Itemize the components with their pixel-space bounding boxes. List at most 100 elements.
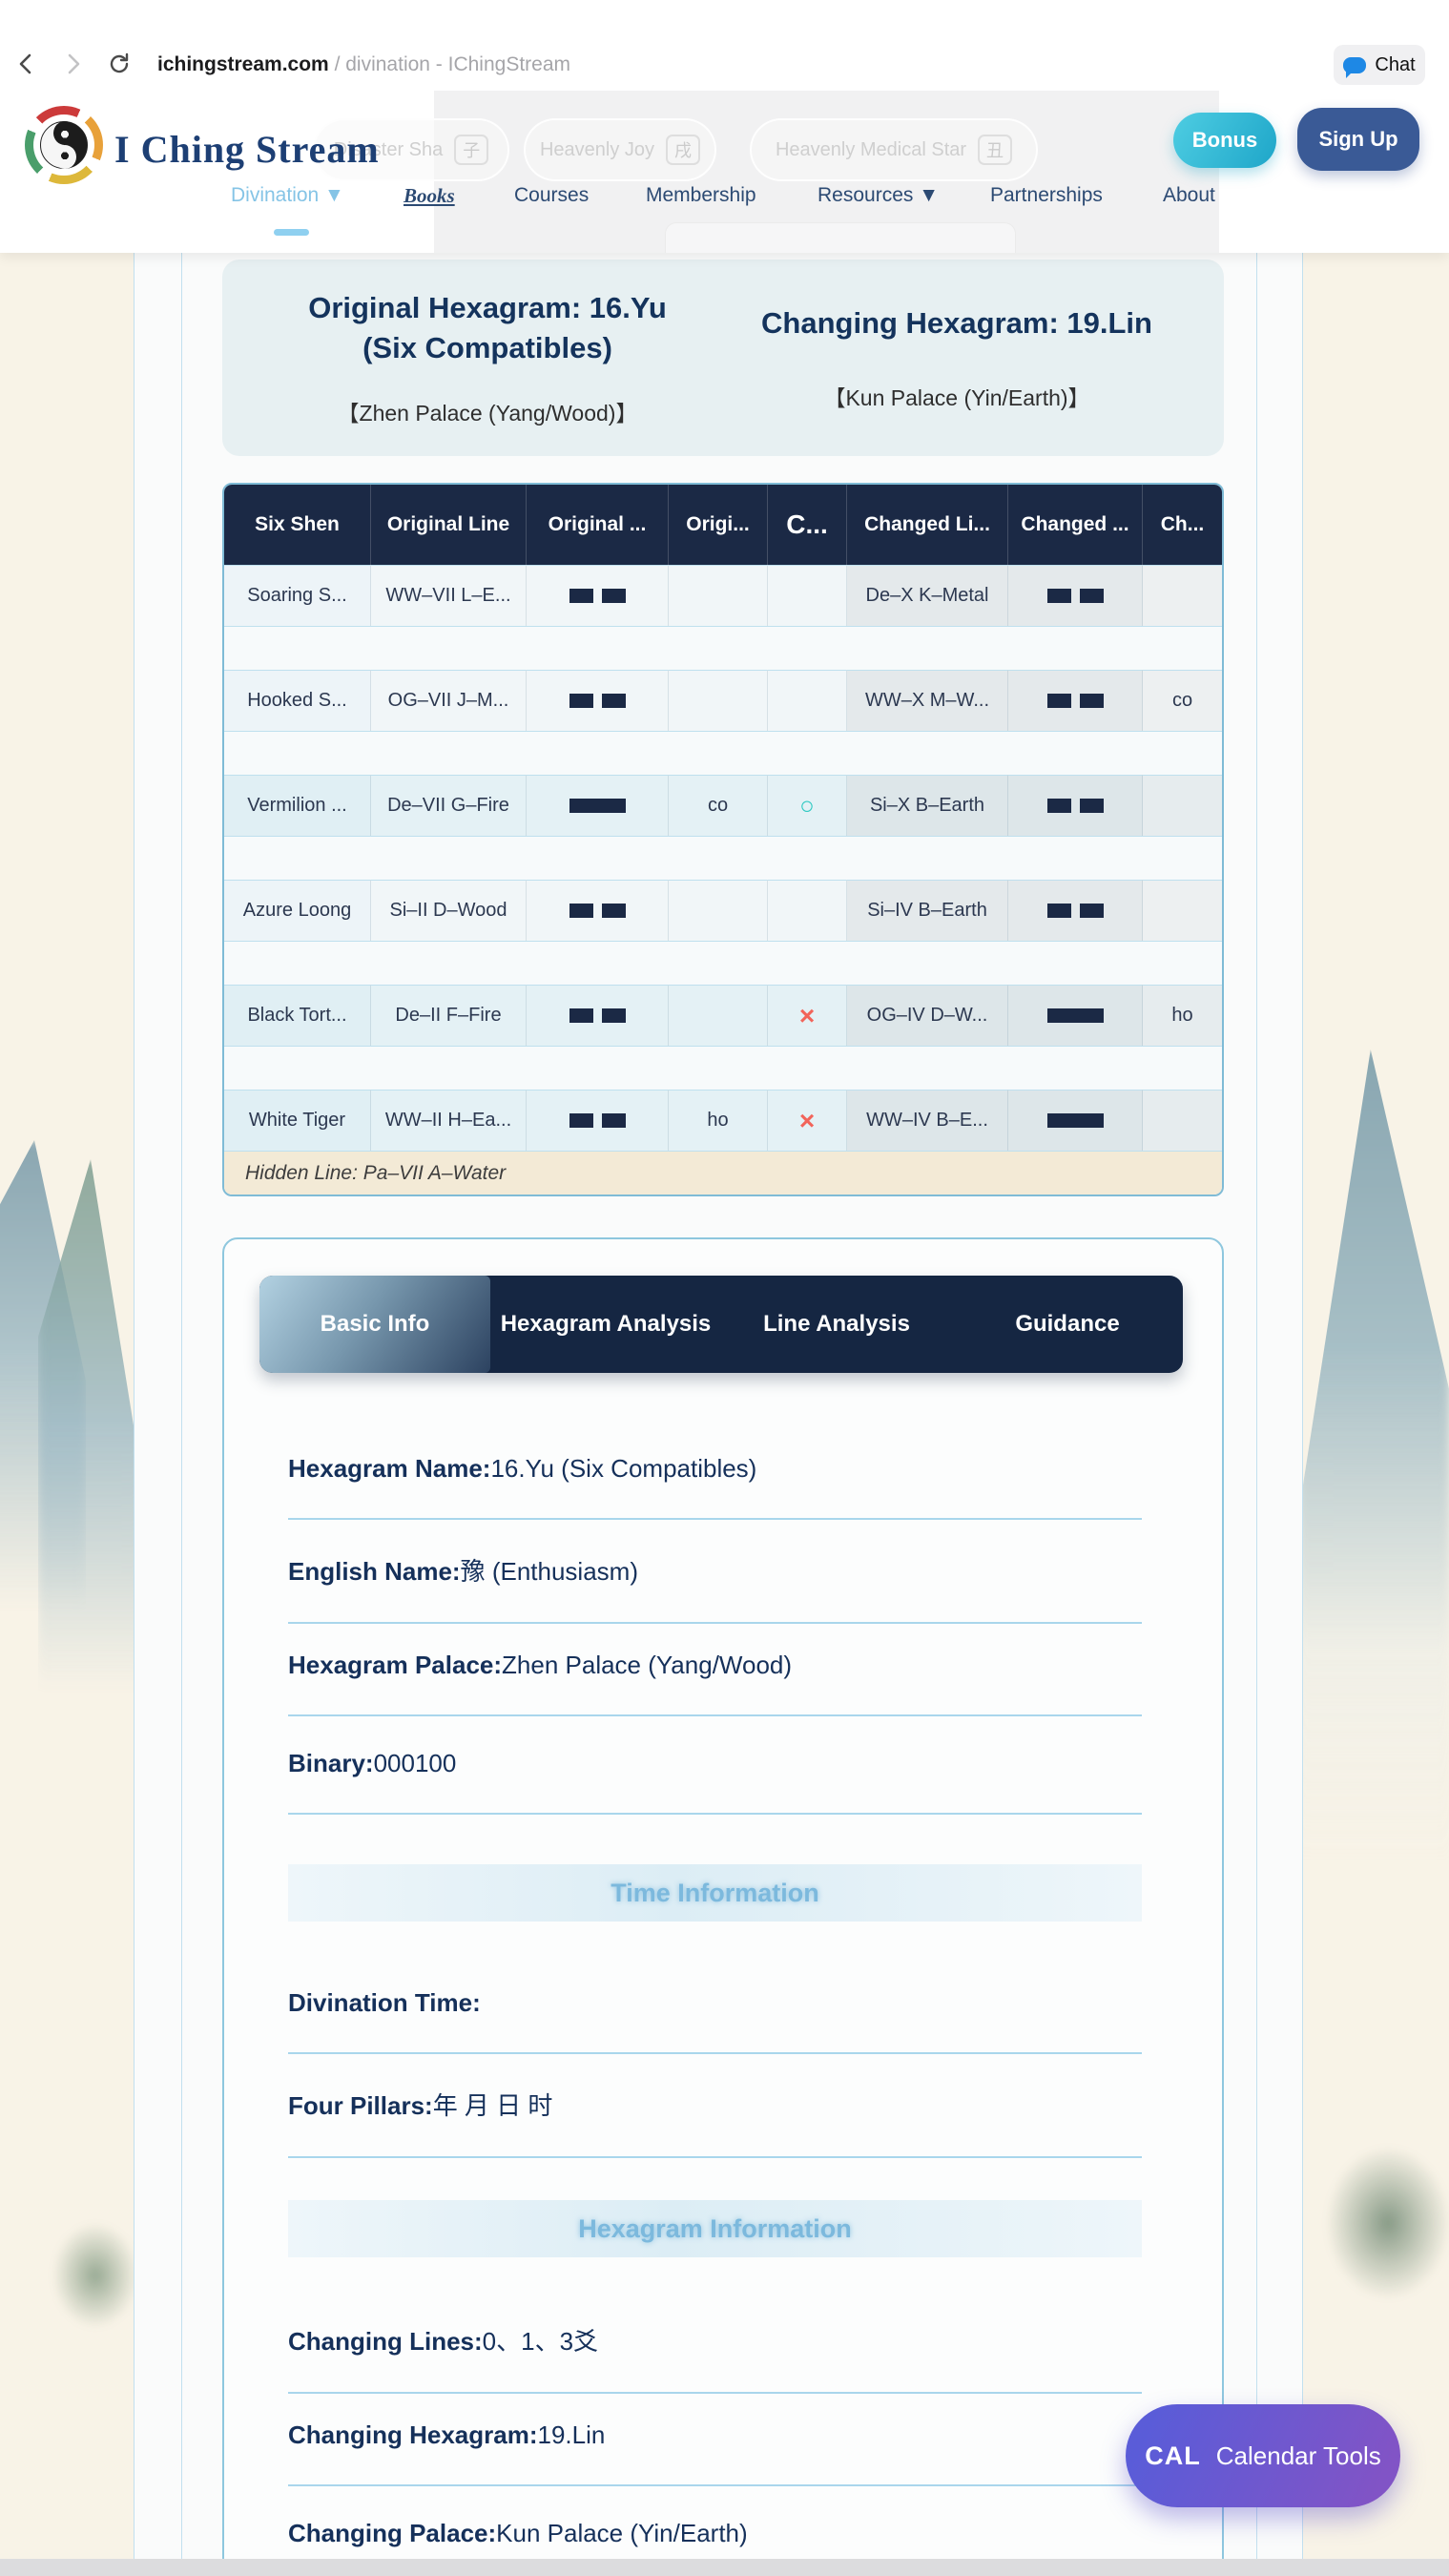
hexagram-summary-card: Original Hexagram: 16.Yu (Six Compatible… bbox=[222, 260, 1224, 456]
hexagram-line-icon bbox=[1047, 694, 1104, 708]
calendar-tools-button[interactable]: CAL Calendar Tools bbox=[1126, 2404, 1400, 2507]
yinyang-icon bbox=[33, 114, 94, 176]
nav-resources[interactable]: Resources ▼ bbox=[818, 184, 939, 206]
original-line-cell: OG–VII J–M... bbox=[371, 670, 527, 731]
changed-line-cell: WW–X M–W... bbox=[847, 670, 1008, 731]
changed-line-symbol-cell bbox=[1008, 670, 1143, 731]
hexagram-line-icon bbox=[1047, 1113, 1104, 1128]
six-shen-cell: Soaring S... bbox=[224, 565, 371, 626]
ghost-pill-disaster-sha: Disaster Sha 子 bbox=[313, 118, 509, 181]
original-line-cell: WW–VII L–E... bbox=[371, 565, 527, 626]
original-mark-cell bbox=[669, 565, 768, 626]
address-bar[interactable]: ichingstream.com / divination - IChingSt… bbox=[157, 53, 570, 76]
tree-art-right bbox=[1326, 2147, 1449, 2299]
back-icon[interactable] bbox=[13, 52, 38, 76]
hexagram-line-icon bbox=[569, 589, 626, 603]
change-mark-cell bbox=[768, 670, 847, 731]
brand-title[interactable]: I Ching Stream bbox=[114, 128, 380, 171]
calendar-icon: CAL bbox=[1145, 2441, 1201, 2470]
original-mark-cell: co bbox=[669, 775, 768, 836]
change-mark-cell: × bbox=[768, 985, 847, 1046]
ghost-pill-label: Disaster Sha bbox=[333, 138, 444, 160]
tab-guidance[interactable]: Guidance bbox=[1015, 1311, 1120, 1338]
changed-line-cell: Si–IV B–Earth bbox=[847, 880, 1008, 941]
table-spacer-row bbox=[224, 836, 1222, 880]
url-host: ichingstream.com bbox=[157, 53, 329, 75]
ghost-pill-label: Heavenly Medical Star bbox=[775, 138, 967, 160]
tab-hexagram-analysis[interactable]: Hexagram Analysis bbox=[500, 1311, 712, 1338]
table-spacer-row bbox=[224, 731, 1222, 775]
field-hexagram-palace: Hexagram Palace:Zhen Palace (Yang/Wood) bbox=[288, 1651, 1142, 1716]
nav-about[interactable]: About bbox=[1163, 184, 1215, 206]
nav-active-underline bbox=[274, 229, 309, 236]
signup-button[interactable]: Sign Up bbox=[1297, 108, 1419, 171]
changed-mark-cell bbox=[1143, 565, 1222, 626]
section-title-time-information: Time Information bbox=[288, 1864, 1142, 1922]
col-header-six-shen: Six Shen bbox=[224, 485, 371, 565]
chat-button[interactable]: Chat bbox=[1334, 45, 1425, 85]
hexagram-line-icon bbox=[569, 694, 626, 708]
hexagram-line-icon bbox=[569, 799, 626, 813]
field-changing-lines: Changing Lines:0、1、3爻 bbox=[288, 2322, 1142, 2394]
nav-membership[interactable]: Membership bbox=[646, 184, 756, 206]
section-title-hexagram-information: Hexagram Information bbox=[288, 2200, 1142, 2257]
tab-basic-info[interactable]: Basic Info bbox=[259, 1276, 490, 1373]
changed-line-cell: De–X K–Metal bbox=[847, 565, 1008, 626]
changed-line-symbol-cell bbox=[1008, 1090, 1143, 1151]
hexagram-line-icon bbox=[1047, 799, 1104, 813]
calendar-tools-label: Calendar Tools bbox=[1215, 2441, 1381, 2470]
changing-line-cross-icon: × bbox=[798, 1105, 816, 1135]
changing-hexagram-block: Changing Hexagram: 19.Lin 【Kun Palace (Y… bbox=[728, 260, 1186, 456]
panel-border-line bbox=[134, 253, 135, 2576]
tab-line-analysis[interactable]: Line Analysis bbox=[763, 1311, 910, 1338]
table-spacer-row bbox=[224, 941, 1222, 985]
original-line-cell: WW–II H–Ea... bbox=[371, 1090, 527, 1151]
changed-line-symbol-cell bbox=[1008, 565, 1143, 626]
original-line-symbol-cell bbox=[527, 670, 669, 731]
six-shen-cell: Vermilion ... bbox=[224, 775, 371, 836]
hexagram-line-icon bbox=[569, 904, 626, 918]
nav-divination[interactable]: Divination ▼ bbox=[231, 184, 344, 206]
ghost-card-edge bbox=[665, 222, 1016, 253]
field-hexagram-name: Hexagram Name:16.Yu (Six Compatibles) bbox=[288, 1454, 1142, 1520]
col-header-original-symbol: Original ... bbox=[527, 485, 669, 565]
six-shen-cell: Azure Loong bbox=[224, 880, 371, 941]
site-logo[interactable] bbox=[25, 106, 103, 184]
col-header-changed-line: Changed Li... bbox=[847, 485, 1008, 565]
original-mark-cell: ho bbox=[669, 1090, 768, 1151]
changed-line-cell: OG–IV D–W... bbox=[847, 985, 1008, 1046]
change-mark-cell: × bbox=[768, 1090, 847, 1151]
site-header: Disaster Sha 子 Heavenly Joy 戌 Heavenly Med… bbox=[0, 91, 1449, 253]
nav-courses[interactable]: Courses bbox=[514, 184, 590, 206]
ghost-pill-heavenly-medical-star: Heavenly Medical Star 丑 bbox=[750, 118, 1038, 181]
bonus-button[interactable]: Bonus bbox=[1173, 113, 1276, 168]
table-spacer-row bbox=[224, 1046, 1222, 1090]
changing-line-cross-icon: × bbox=[798, 1000, 816, 1030]
changing-line-circle-icon: ○ bbox=[799, 791, 815, 820]
hexagram-line-icon bbox=[1047, 1008, 1104, 1023]
window-bottom-edge bbox=[0, 2559, 1449, 2576]
nav-partnerships[interactable]: Partnerships bbox=[990, 184, 1103, 206]
change-mark-cell bbox=[768, 565, 847, 626]
panel-border-line bbox=[181, 253, 182, 2576]
original-line-symbol-cell bbox=[527, 1090, 669, 1151]
original-hexagram-block: Original Hexagram: 16.Yu (Six Compatible… bbox=[259, 260, 716, 456]
original-line-cell: De–VII G–Fire bbox=[371, 775, 527, 836]
chat-bubble-icon bbox=[1343, 56, 1367, 78]
header-dim-overlay: Disaster Sha 子 Heavenly Joy 戌 Heavenly Med… bbox=[313, 91, 1219, 253]
field-four-pillars: Four Pillars:年 月 日 时 bbox=[288, 2087, 1142, 2158]
panel-border-line bbox=[1256, 253, 1257, 2576]
original-line-symbol-cell bbox=[527, 565, 669, 626]
changing-hexagram-title: Changing Hexagram: 19.Lin bbox=[761, 306, 1152, 341]
detail-tabbar: Basic Info Hexagram Analysis Line Analys… bbox=[259, 1276, 1183, 1373]
field-divination-time: Divination Time: bbox=[288, 1988, 1142, 2054]
original-line-cell: De–II F–Fire bbox=[371, 985, 527, 1046]
ghost-pill-tag: 丑 bbox=[978, 135, 1013, 165]
original-line-symbol-cell bbox=[527, 775, 669, 836]
original-line-cell: Si–II D–Wood bbox=[371, 880, 527, 941]
forward-icon[interactable] bbox=[61, 52, 86, 76]
reload-icon[interactable] bbox=[107, 52, 132, 76]
nav-books[interactable]: Books bbox=[404, 184, 455, 207]
changing-hexagram-palace: 【Kun Palace (Yin/Earth)】 bbox=[823, 384, 1090, 410]
ghost-pill-label: Heavenly Joy bbox=[539, 138, 655, 160]
